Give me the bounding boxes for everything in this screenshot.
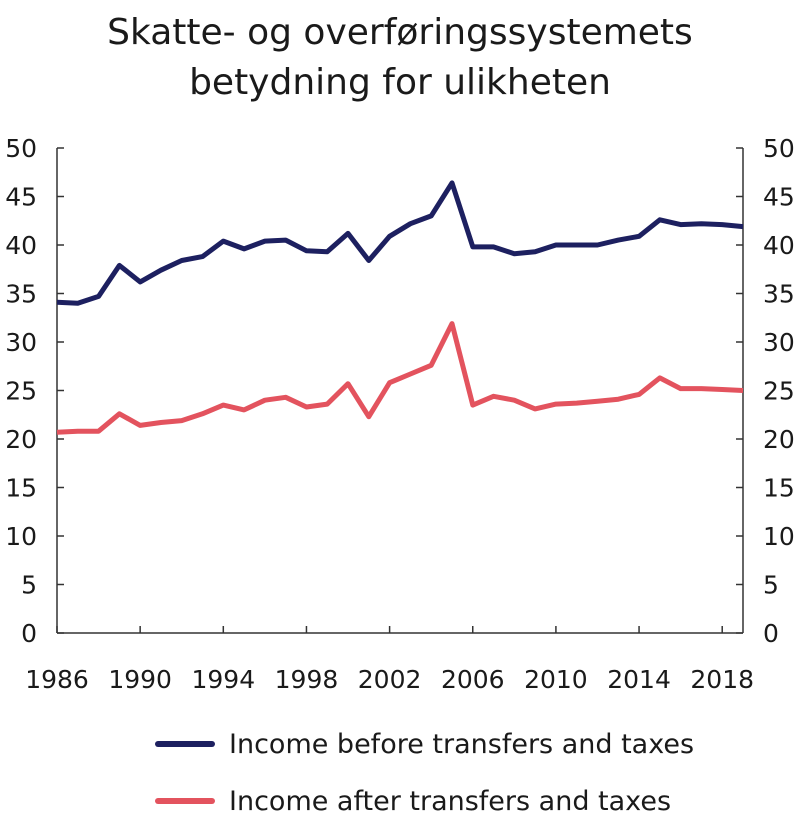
y-tick-label-right: 30 [763,328,795,357]
y-tick-label-left: 15 [5,474,37,503]
x-tick-label: 2018 [690,665,754,694]
y-tick-label-right: 10 [763,522,795,551]
y-tick-label-left: 0 [21,619,37,648]
x-tick-label: 2010 [524,665,588,694]
y-tick-label-right: 40 [763,231,795,260]
y-tick-label-right: 35 [763,280,795,309]
legend-item-before: Income before transfers and taxes [155,724,694,764]
legend-swatch-before [155,741,215,747]
x-tick-label: 2002 [358,665,422,694]
y-tick-label-left: 30 [5,328,37,357]
y-tick-label-left: 45 [5,183,37,212]
series-line-after [56,321,744,435]
legend-item-after: Income after transfers and taxes [155,781,671,821]
y-tick-label-right: 45 [763,183,795,212]
y-tick-label-right: 15 [763,474,795,503]
x-tick-label: 1998 [275,665,339,694]
chart-axes: 0 0 5 5 10 10 15 15 20 20 25 25 30 30 35 35 40 40 45 45 50 50… [5,134,795,694]
x-tick-label: 1986 [25,665,89,694]
x-tick-label: 1990 [108,665,172,694]
series-layer [56,180,744,435]
y-tick-label-left: 10 [5,522,37,551]
y-tick-label-left: 25 [5,377,37,406]
x-tick-label: 2006 [441,665,505,694]
y-tick-label-right: 50 [763,134,795,163]
x-tick-label: 2014 [607,665,671,694]
y-tick-label-left: 20 [5,425,37,454]
chart-title-line-1: Skatte- og overføringssystemets [107,12,693,53]
y-tick-label-right: 0 [763,619,779,648]
x-tick-label: 1994 [191,665,255,694]
y-tick-label-right: 20 [763,425,795,454]
y-tick-label-left: 5 [21,571,37,600]
y-tick-label-right: 5 [763,571,779,600]
legend-label-before: Income before transfers and taxes [229,728,695,760]
y-tick-label-right: 25 [763,377,795,406]
series-line-before [56,180,744,306]
legend-swatch-after [155,798,215,804]
y-tick-label-left: 50 [5,134,37,163]
legend-label-after: Income after transfers and taxes [229,785,672,817]
y-tick-label-left: 35 [5,280,37,309]
chart-title-line-2: betydning for ulikheten [189,62,611,103]
y-tick-label-left: 40 [5,231,37,260]
